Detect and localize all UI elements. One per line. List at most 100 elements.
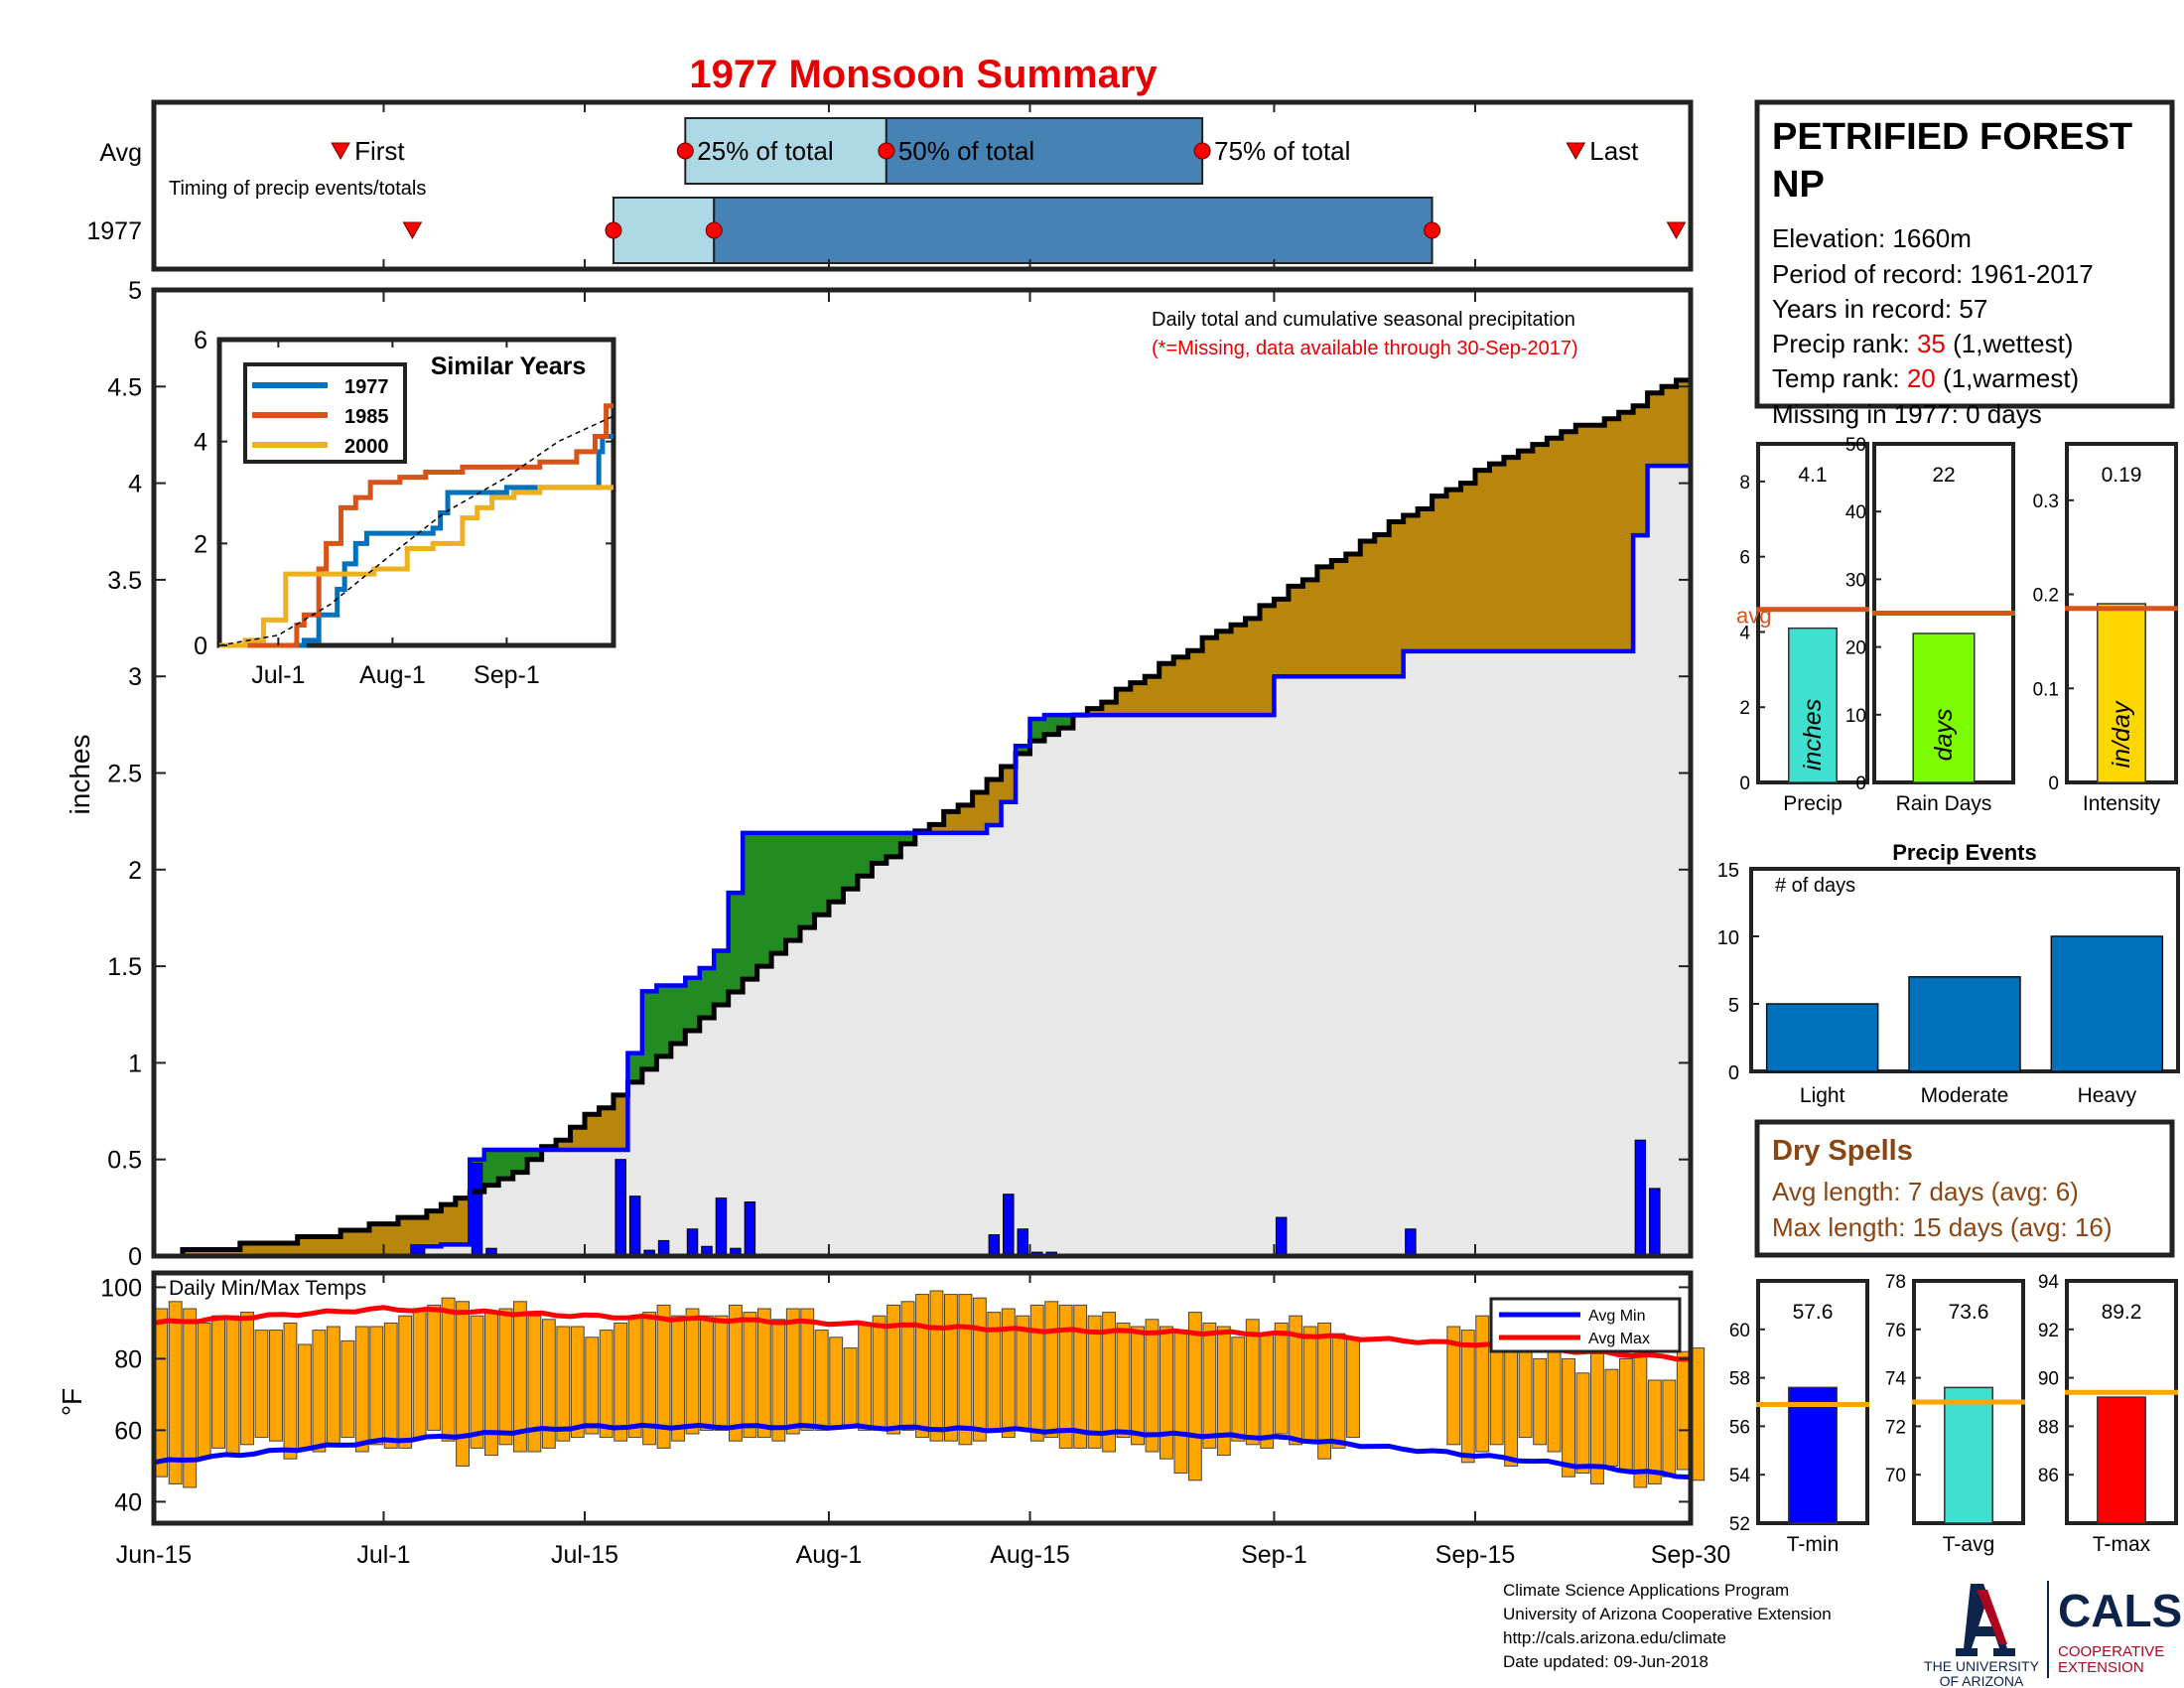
daily-temp-bar — [211, 1315, 226, 1449]
summary-y-tick-label: 72 — [1885, 1417, 1906, 1438]
avg-q25-label: 25% of total — [697, 136, 833, 166]
below-average-fill — [1130, 682, 1146, 716]
summary-bar-unit: in/day — [2108, 700, 2135, 768]
main-y-tick-label: 2 — [128, 857, 142, 885]
summary-panel-rain-days: 0 10 20 30 40 50 22 Rain Days days — [1845, 435, 2015, 815]
events-bar — [2050, 935, 2164, 1072]
below-average-fill — [1518, 451, 1534, 651]
below-average-fill — [1173, 656, 1189, 716]
daily-temp-bar — [1160, 1326, 1173, 1460]
daily-temp-bar — [585, 1336, 600, 1435]
daily-temp-bar — [1087, 1315, 1102, 1449]
daily-temp-bar — [1604, 1368, 1619, 1467]
below-average-fill — [1159, 663, 1174, 716]
summary-label: T-max — [2093, 1533, 2151, 1556]
below-average-fill — [1374, 534, 1390, 677]
summary-label: Precip — [1783, 792, 1843, 815]
daily-temp-bar — [427, 1304, 442, 1431]
daily-temp-bar — [168, 1301, 183, 1484]
below-average-fill — [1101, 702, 1117, 716]
events-category-label: Heavy — [2078, 1084, 2137, 1107]
main-y-tick-label: 3.5 — [107, 567, 142, 595]
dry-spells-box: Dry Spells Avg length: 7 days (avg: 6) M… — [1754, 1119, 2175, 1258]
daily-temp-bar — [714, 1315, 729, 1431]
main-y-tick-label: 2.5 — [107, 761, 142, 788]
daily-temp-bar — [354, 1326, 369, 1453]
summary-y-tick-label: 58 — [1729, 1369, 1750, 1390]
daily-temp-bar — [743, 1312, 757, 1439]
below-average-fill — [354, 1230, 370, 1256]
footer-line-2: University of Arizona Cooperative Extens… — [1503, 1605, 1832, 1623]
below-average-fill — [1087, 708, 1103, 716]
date-tick-label: Jul-1 — [356, 1541, 410, 1569]
daily-temp-bar — [958, 1294, 973, 1446]
footer-credits: Climate Science Applications Program Uni… — [1503, 1579, 1920, 1674]
summary-y-tick-label: 92 — [2038, 1321, 2059, 1341]
daily-precip-bar — [614, 1159, 626, 1257]
above-average-fill — [699, 968, 715, 1018]
below-average-fill — [1547, 438, 1563, 651]
summary-y-tick-label: 20 — [1845, 638, 1866, 659]
year-cumulative-line — [154, 463, 1691, 1259]
year-first-marker — [402, 221, 423, 240]
below-average-fill — [383, 1223, 399, 1256]
summary-value: 57.6 — [1793, 1301, 1834, 1324]
dry-spells-title: Dry Spells — [1772, 1135, 1913, 1167]
legend-avg-min: Avg Min — [1588, 1308, 1646, 1325]
date-tick-label: Sep-1 — [1241, 1541, 1307, 1569]
above-average-fill — [527, 1149, 543, 1160]
below-average-fill — [210, 1249, 226, 1256]
inset-x-tick-label: Sep-1 — [474, 661, 540, 689]
summary-value: 89.2 — [2102, 1301, 2142, 1324]
daily-temp-bar — [269, 1330, 283, 1442]
legend-avg-max: Avg Max — [1588, 1331, 1650, 1347]
daily-temp-bar — [341, 1339, 355, 1439]
daily-temp-bar — [1231, 1336, 1246, 1442]
main-y-tick-label: 1 — [128, 1050, 142, 1077]
daily-precip-bar — [715, 1197, 728, 1257]
summary-panel-t-max: 86 88 90 92 94 89.2 T-max — [2038, 1272, 2178, 1556]
below-average-fill — [1418, 508, 1433, 651]
events-y-tick-label: 15 — [1717, 860, 1739, 882]
avg-q25-marker — [676, 142, 694, 160]
summary-y-tick-label: 30 — [1845, 570, 1866, 591]
station-info-box: PETRIFIED FOREST NP Elevation: 1660m Per… — [1754, 99, 2175, 409]
dry-spells-max: Max length: 15 days (avg: 16) — [1772, 1212, 2113, 1242]
station-elevation: Elevation: 1660m — [1772, 223, 1972, 253]
above-average-fill — [828, 832, 845, 903]
below-average-fill — [268, 1243, 284, 1256]
above-average-fill — [814, 832, 830, 915]
avg-last-marker — [1566, 142, 1586, 161]
daily-temp-bar — [700, 1315, 714, 1431]
daily-precip-bar — [988, 1234, 1001, 1257]
below-average-fill — [1403, 515, 1419, 651]
daily-precip-bar — [628, 1196, 641, 1257]
daily-temp-bar — [1001, 1308, 1016, 1439]
below-average-fill — [254, 1243, 270, 1256]
daily-temp-bar — [1260, 1333, 1275, 1449]
daily-temp-bar — [1460, 1330, 1475, 1464]
above-average-fill — [756, 832, 772, 967]
main-y-tick-label: 0 — [128, 1243, 142, 1271]
timing-caption: Timing of precip events/totals — [169, 178, 426, 200]
inset-title: Similar Years — [431, 352, 587, 380]
cals-sub-1: COOPERATIVE — [2058, 1643, 2164, 1660]
below-average-fill — [182, 1249, 199, 1256]
daily-temp-bar — [441, 1297, 456, 1442]
daily-temp-bar — [1187, 1312, 1202, 1481]
above-average-fill — [900, 832, 916, 844]
daily-precip-bar — [744, 1201, 756, 1257]
above-average-fill — [743, 832, 758, 980]
daily-temp-bar — [685, 1308, 700, 1435]
below-average-fill — [613, 1094, 629, 1150]
below-average-fill — [1575, 425, 1591, 651]
above-average-fill — [785, 832, 801, 941]
below-average-fill — [1604, 418, 1620, 651]
daily-precip-bar — [1003, 1194, 1015, 1257]
summary-bar — [1944, 1386, 1993, 1524]
summary-y-tick-label: 0.1 — [2033, 679, 2059, 700]
above-average-fill — [714, 950, 730, 1006]
summary-y-tick-label: 0 — [2048, 774, 2059, 794]
below-average-fill — [1302, 579, 1318, 677]
temp-legend: Avg Min Avg Max — [1489, 1297, 1682, 1353]
